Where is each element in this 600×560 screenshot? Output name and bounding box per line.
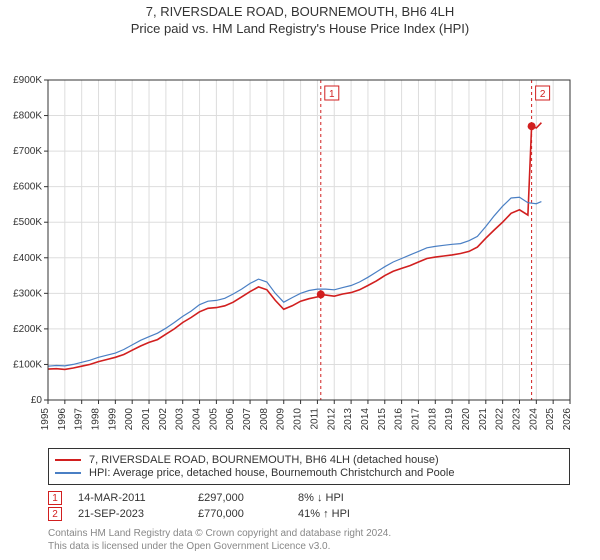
event-badge: 2	[48, 507, 62, 521]
x-tick-label: 1997	[74, 408, 85, 431]
price-chart: £0 £100K £200K £300K £400K £500K £600K £700K £80…	[0, 36, 600, 442]
x-tick-label: 1995	[40, 408, 51, 431]
x-tick-label: 2016	[394, 408, 405, 431]
legend-label: HPI: Average price, detached house, Bour…	[89, 467, 454, 479]
y-tick-label: £300K	[13, 288, 42, 299]
event-price: £770,000	[198, 508, 298, 520]
x-tick-label: 2015	[377, 408, 388, 431]
y-tick-label: £900K	[13, 75, 42, 86]
x-tick-label: 1999	[107, 408, 118, 431]
y-tick-label: £600K	[13, 182, 42, 193]
x-tick-label: 2001	[141, 408, 152, 431]
x-tick-label: 2018	[427, 408, 438, 431]
event-delta: 8% ↓ HPI	[298, 492, 344, 504]
legend: 7, RIVERSDALE ROAD, BOURNEMOUTH, BH6 4LH…	[48, 448, 570, 485]
x-tick-label: 2006	[225, 408, 236, 431]
x-tick-label: 2014	[360, 408, 371, 431]
legend-item: 7, RIVERSDALE ROAD, BOURNEMOUTH, BH6 4LH…	[55, 454, 563, 466]
x-tick-label: 2008	[259, 408, 270, 431]
x-tick-label: 2000	[124, 408, 135, 431]
y-tick-label: £200K	[13, 324, 42, 335]
legend-label: 7, RIVERSDALE ROAD, BOURNEMOUTH, BH6 4LH…	[89, 454, 439, 466]
x-tick-label: 2021	[478, 408, 489, 431]
legend-swatch	[55, 459, 81, 461]
event-date: 21-SEP-2023	[78, 508, 198, 520]
x-tick-label: 2011	[309, 408, 320, 430]
y-tick-label: £0	[31, 395, 43, 406]
x-tick-label: 2003	[175, 408, 186, 431]
x-tick-label: 2013	[343, 408, 354, 431]
x-tick-label: 2024	[528, 408, 539, 431]
x-tick-label: 2010	[293, 408, 304, 431]
x-tick-label: 2002	[158, 408, 169, 431]
x-tick-label: 1998	[91, 408, 102, 431]
legend-item: HPI: Average price, detached house, Bour…	[55, 467, 563, 479]
title-subtitle: Price paid vs. HM Land Registry's House …	[0, 21, 600, 36]
x-tick-label: 2017	[410, 408, 421, 431]
sale-dot	[528, 122, 536, 130]
event-delta: 41% ↑ HPI	[298, 508, 350, 520]
x-tick-label: 2022	[495, 408, 506, 431]
footer-line1: Contains HM Land Registry data © Crown c…	[48, 527, 570, 540]
legend-swatch	[55, 472, 81, 474]
event-badge: 1	[48, 491, 62, 505]
event-row: 1 14-MAR-2011£297,0008% ↓ HPI	[48, 491, 570, 505]
x-tick-label: 2025	[545, 408, 556, 431]
y-tick-label: £400K	[13, 253, 42, 264]
x-tick-label: 2012	[326, 408, 337, 431]
sale-marker-number: 1	[329, 89, 335, 100]
title-address: 7, RIVERSDALE ROAD, BOURNEMOUTH, BH6 4LH	[0, 4, 600, 19]
event-price: £297,000	[198, 492, 298, 504]
x-tick-label: 2009	[276, 408, 287, 431]
sale-marker-number: 2	[540, 89, 546, 100]
event-row: 2 21-SEP-2023£770,00041% ↑ HPI	[48, 507, 570, 521]
x-tick-label: 2007	[242, 408, 253, 431]
sale-dot	[317, 290, 325, 298]
sale-events: 1 14-MAR-2011£297,0008% ↓ HPI 2 21-SEP-2023…	[48, 491, 570, 521]
y-tick-label: £500K	[13, 217, 42, 228]
y-tick-label: £100K	[13, 359, 42, 370]
x-tick-label: 2005	[208, 408, 219, 431]
x-tick-label: 2026	[562, 408, 573, 431]
x-tick-label: 2004	[192, 408, 203, 431]
plot-area	[48, 80, 570, 400]
x-tick-label: 2019	[444, 408, 455, 431]
x-tick-label: 1996	[57, 408, 68, 431]
x-tick-label: 2020	[461, 408, 472, 431]
x-tick-label: 2023	[511, 408, 522, 431]
footer-line2: This data is licensed under the Open Gov…	[48, 540, 570, 553]
footer-attribution: Contains HM Land Registry data © Crown c…	[48, 527, 570, 553]
y-tick-label: £700K	[13, 146, 42, 157]
y-tick-label: £800K	[13, 111, 42, 122]
event-date: 14-MAR-2011	[78, 492, 198, 504]
